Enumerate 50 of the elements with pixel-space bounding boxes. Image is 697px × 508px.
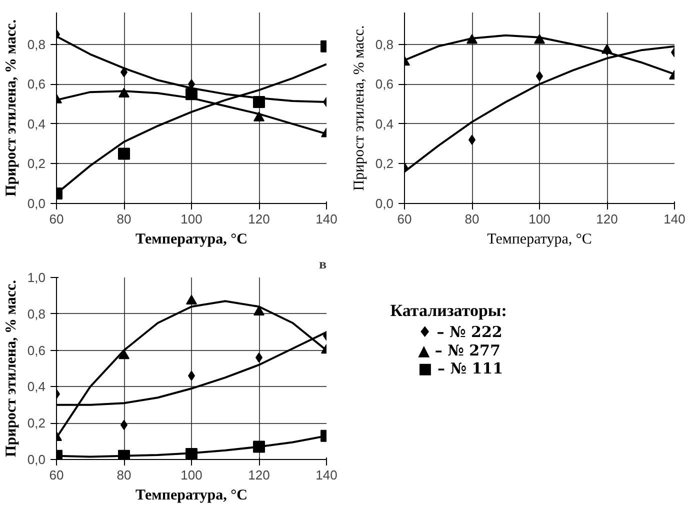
point <box>253 96 265 108</box>
point <box>254 306 264 316</box>
y-axis-title: Прирост этилена, % масс. <box>3 280 20 457</box>
x-axis-title: Температура, °C <box>136 232 248 248</box>
point <box>253 440 265 453</box>
x-tick-label: 100 <box>528 212 550 226</box>
x-tick-label: 120 <box>248 212 270 226</box>
y-tick-label: 0,6 <box>27 342 46 358</box>
point <box>186 448 198 460</box>
point <box>186 88 198 100</box>
y-tick-label: 0,2 <box>375 156 394 172</box>
x-tick-label: 80 <box>464 212 480 226</box>
x-tick-label: 60 <box>397 212 412 226</box>
text: ■ – № 111 <box>418 360 504 378</box>
point <box>118 450 130 460</box>
x-tick-label: 140 <box>664 212 686 226</box>
x-tick-label: 60 <box>49 212 64 226</box>
x-tick-label: 140 <box>316 212 338 226</box>
y-axis-title: Прирост этилена, % масс. <box>3 19 20 196</box>
y-tick-label: 0,0 <box>27 452 46 467</box>
x-tick-label: 80 <box>116 468 132 482</box>
y-tick-label: 0,8 <box>27 36 46 52</box>
text: Катализаторы: <box>390 300 507 320</box>
x-tick-label: 80 <box>116 212 132 226</box>
x-tick-label: 60 <box>49 468 64 482</box>
y-tick-label: 0,2 <box>27 156 46 172</box>
x-tick-label: 120 <box>248 468 270 482</box>
y-tick-label: 0,6 <box>375 76 394 92</box>
text: ♦ – № 222 <box>418 323 502 342</box>
y-tick-label: 0,6 <box>27 76 46 92</box>
x-axis-title: Температура, °C <box>136 488 248 504</box>
y-tick-label: 0,8 <box>27 306 46 322</box>
y-tick-label: 0,0 <box>375 196 394 211</box>
y-tick-label: 1,0 <box>27 270 46 285</box>
y-tick-label: 0,4 <box>27 116 46 132</box>
point <box>118 148 130 160</box>
x-tick-label: 140 <box>316 468 338 482</box>
y-tick-label: 0,4 <box>27 379 46 394</box>
chart-title: в <box>318 258 327 272</box>
point <box>186 294 197 305</box>
y-tick-label: 0,2 <box>27 416 46 431</box>
y-tick-label: 0,4 <box>375 116 394 132</box>
y-tick-label: 0,8 <box>375 36 394 52</box>
x-axis-title: Температура, °C <box>487 232 592 248</box>
text: ▲ – № 277 <box>418 341 500 360</box>
y-tick-label: 0,0 <box>27 196 46 211</box>
y-axis-title: Прирост этилена, % масс. <box>351 25 368 191</box>
x-tick-label: 100 <box>180 468 202 482</box>
x-tick-label: 100 <box>180 212 202 226</box>
x-tick-label: 120 <box>596 212 618 226</box>
